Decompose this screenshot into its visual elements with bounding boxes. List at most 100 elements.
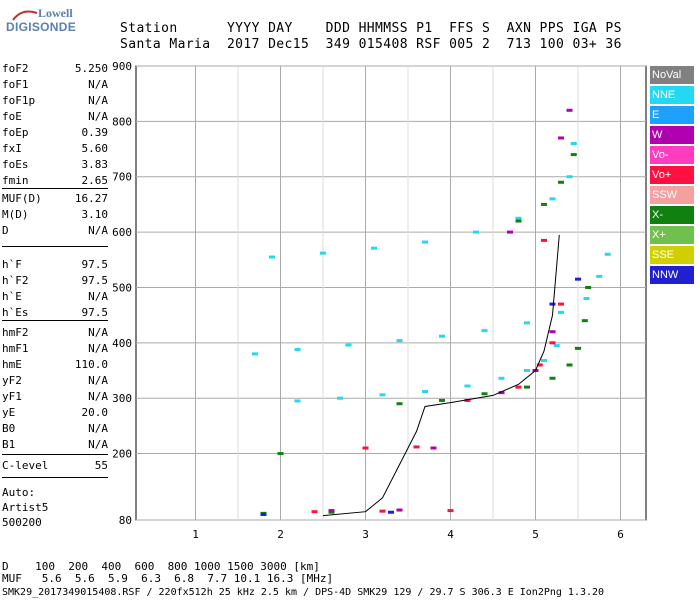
- param-row-hmf2: hmF2 N/A: [2, 326, 108, 342]
- point-nne: [515, 216, 522, 220]
- point-nne: [570, 142, 577, 146]
- param-value: 5.250: [74, 62, 108, 75]
- point-nne: [320, 251, 326, 255]
- point-nne: [252, 352, 258, 356]
- param-row-fof1p: foF1p N/A: [2, 94, 108, 110]
- param-row-fmin: fmin 2.65: [2, 174, 108, 190]
- point-x: [524, 385, 530, 389]
- legend-item-vo: Vo+: [650, 166, 694, 184]
- point-x: [585, 285, 592, 289]
- point-vo: [536, 363, 543, 367]
- point-nnw: [549, 302, 556, 306]
- y-tick-label: 700: [112, 171, 132, 184]
- legend-item-w: W: [650, 126, 694, 144]
- param-key: yF2: [2, 374, 22, 387]
- y-tick-label: 300: [112, 392, 132, 405]
- point-vo: [515, 385, 522, 389]
- point-vo: [379, 509, 386, 513]
- param-key: yE: [2, 406, 16, 419]
- param-value: 97.5: [81, 258, 109, 271]
- point-vo: [541, 238, 547, 242]
- y-tick-label: 400: [112, 337, 132, 350]
- point-vo: [464, 398, 471, 402]
- param-value: N/A: [88, 94, 108, 107]
- param-key: hmE: [2, 358, 22, 371]
- logo-swoosh-icon: [12, 10, 38, 21]
- param-key: foEp: [2, 126, 29, 139]
- point-w: [396, 508, 403, 512]
- y-tick-label: 500: [112, 281, 132, 294]
- param-value: N/A: [88, 110, 108, 123]
- param-key: h`E: [2, 290, 22, 303]
- point-x: [277, 452, 284, 456]
- param-value: 16.27: [74, 192, 108, 205]
- param-key: foF1p: [2, 94, 36, 107]
- param-key: hmF2: [2, 326, 29, 339]
- point-x: [328, 510, 335, 514]
- point-nne: [439, 334, 445, 338]
- x-tick-label: 5: [532, 528, 539, 541]
- param-value: N/A: [88, 438, 108, 451]
- param-value: 110.0: [74, 358, 108, 371]
- param-value: 97.5: [81, 274, 109, 287]
- point-x: [581, 319, 588, 323]
- point-nne: [481, 329, 488, 333]
- point-nne: [269, 255, 275, 259]
- point-vo: [413, 445, 420, 449]
- param-value: N/A: [88, 326, 108, 339]
- point-x: [570, 153, 577, 157]
- param-row-foep: foEp 0.39: [2, 126, 108, 142]
- legend-item-e: E: [650, 106, 694, 124]
- point-vo: [558, 302, 564, 306]
- point-nne: [396, 339, 403, 343]
- point-x: [439, 398, 445, 402]
- distance-row: D 100 200 400 600 800 1000 1500 3000 [km…: [2, 560, 320, 573]
- point-nne: [553, 344, 560, 348]
- x-tick-label: 2: [277, 528, 284, 541]
- point-nne: [524, 369, 530, 373]
- param-row-ye: yE 20.0: [2, 406, 108, 422]
- param-value: 2.65: [81, 174, 109, 187]
- point-nne: [498, 376, 505, 380]
- point-nne: [379, 393, 386, 397]
- point-vo: [549, 341, 556, 345]
- point-vo: [447, 509, 454, 513]
- param-row-b0: B0 N/A: [2, 422, 108, 438]
- separator: [2, 454, 108, 455]
- param-value: 97.5: [81, 306, 109, 319]
- param-row-hes: h`Es 97.5: [2, 306, 108, 322]
- legend-item-nne: NNE: [650, 86, 694, 104]
- clevel-value: 55: [94, 459, 108, 472]
- param-key: B1: [2, 438, 16, 451]
- param-row-b1: B1 N/A: [2, 438, 108, 454]
- legend-item-x: X-: [650, 206, 694, 224]
- point-w: [328, 509, 335, 513]
- legend-item-x: X+: [650, 226, 694, 244]
- point-nne: [294, 347, 301, 351]
- param-value: 3.10: [81, 208, 109, 221]
- point-w: [507, 230, 513, 234]
- legend-item-sse: SSE: [650, 246, 694, 264]
- separator: [2, 246, 108, 247]
- point-vo: [311, 510, 318, 514]
- point-vo: [362, 446, 369, 450]
- clevel-key: C-level: [2, 459, 49, 472]
- point-x: [549, 376, 556, 380]
- separator: [2, 320, 108, 321]
- y-tick-label: 900: [112, 60, 132, 73]
- param-row-hme: hmE 110.0: [2, 358, 108, 374]
- point-nne: [464, 384, 471, 388]
- point-nne: [337, 396, 343, 400]
- autoscaler-label: Auto:: [2, 486, 36, 499]
- legend-item-ssw: SSW: [650, 186, 694, 204]
- separator: [2, 188, 108, 189]
- param-row-yf2: yF2 N/A: [2, 374, 108, 390]
- param-row-hf2: h`F2 97.5: [2, 274, 108, 290]
- param-key: h`F: [2, 258, 22, 271]
- autoscaler-name: Artist5: [2, 501, 49, 514]
- param-value: N/A: [88, 78, 108, 91]
- file-info-row: SMK29_2017349015408.RSF / 220fx512h 25 k…: [2, 587, 605, 598]
- point-x: [396, 402, 403, 406]
- param-row-md: M(D) 3.10: [2, 208, 108, 224]
